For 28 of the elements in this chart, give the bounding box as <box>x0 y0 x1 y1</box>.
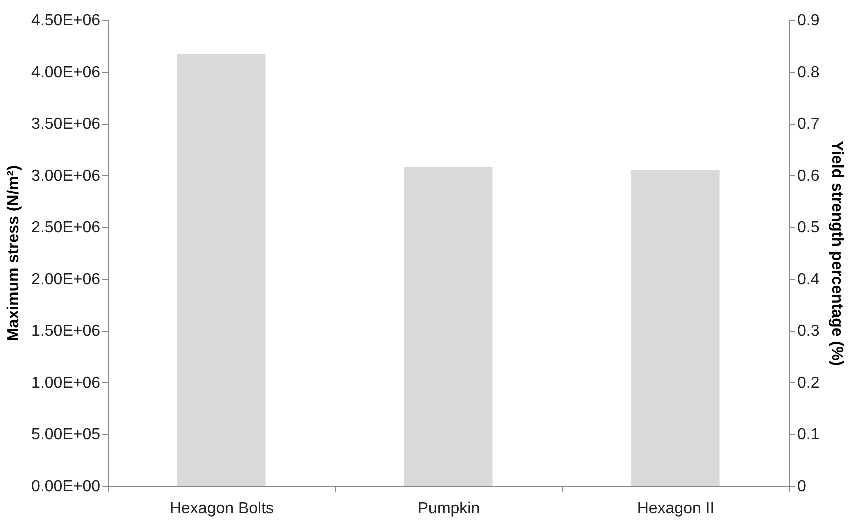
y2-tick-label: 0.6 <box>798 168 820 185</box>
y2-tick-label: 0.5 <box>798 220 820 237</box>
y2-tick-label: 0.9 <box>798 12 820 30</box>
bar <box>404 167 493 486</box>
y-tick-label: 1.50E+06 <box>32 323 101 340</box>
y-tick-label: 2.50E+06 <box>32 220 101 237</box>
y-tick-label: 4.50E+06 <box>32 12 101 30</box>
y2-tick-label: 0.7 <box>798 116 820 134</box>
y-tick-label: 4.00E+06 <box>32 64 101 82</box>
y2-tick-label: 0.8 <box>798 64 820 82</box>
bar <box>631 170 720 486</box>
y-tick-label: 5.00E+05 <box>32 426 101 444</box>
y2-tick-label: 0 <box>798 478 806 496</box>
y-tick-label: 1.00E+06 <box>32 374 101 392</box>
y-tick-label: 3.50E+06 <box>32 116 101 134</box>
bar <box>177 54 266 486</box>
y-tick-label: 2.00E+06 <box>32 271 101 288</box>
y-tick-label: 3.00E+06 <box>32 168 101 185</box>
x-tick-label: Hexagon II <box>637 500 715 518</box>
x-tick-label: Hexagon Bolts <box>170 500 274 518</box>
y-axis-title: Maximum stress (N/m²) <box>6 165 23 342</box>
y2-tick-label: 0.3 <box>798 323 820 340</box>
y2-tick-label: 0.1 <box>798 426 820 444</box>
x-tick-label: Pumpkin <box>418 500 480 518</box>
y2-tick-label: 0.4 <box>798 271 820 288</box>
y2-tick-label: 0.2 <box>798 374 820 392</box>
y-tick-label: 0.00E+00 <box>32 478 101 496</box>
y2-axis-title: Yield strength percentage (%) <box>828 140 846 366</box>
